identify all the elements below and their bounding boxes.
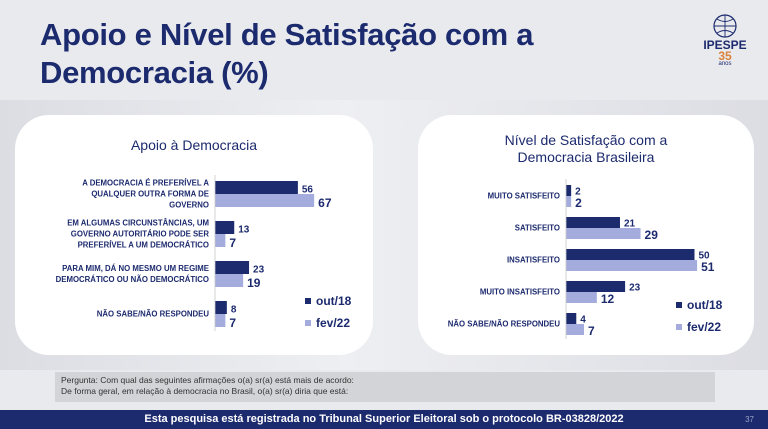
data-label: 2 <box>575 187 581 198</box>
category-label: EM ALGUMAS CIRCUNSTÂNCIAS, UM <box>67 219 209 228</box>
legend-swatch <box>305 320 311 326</box>
bar-series2 <box>566 324 584 335</box>
chart-title-satisfacao-line1: Nível de Satisfação com a <box>504 132 668 148</box>
chart-satisfacao-svg: MUITO SATISFEITO 22 SATISFEITO 21 29 INSATISF… <box>448 179 723 339</box>
footer-bar: Esta pesquisa está registrada no Tribuna… <box>0 410 768 429</box>
bar-series2 <box>566 196 572 207</box>
legend-label: out/18 <box>316 294 352 308</box>
chart-panel-apoio: Apoio à Democracia A DEMOCRACIA É PREFER… <box>15 115 373 355</box>
chart-apoio-svg: A DEMOCRACIA É PREFERÍVEL A QUALQUER OUTR… <box>56 175 352 331</box>
bar-series2 <box>215 194 315 207</box>
chart-title-satisfacao-line2: Democracia Brasileira <box>517 149 655 165</box>
question-note-line1: Pergunta: Com qual das seguintes afirmaç… <box>61 375 354 385</box>
data-label: 56 <box>302 185 314 196</box>
bar-series2 <box>215 234 226 247</box>
data-label: 21 <box>624 219 636 230</box>
page-title-line2: Democracia (%) <box>40 55 269 90</box>
ipespe-globe-icon <box>713 14 737 38</box>
category-label: QUALQUER OUTRA FORMA DE <box>91 190 209 199</box>
chart-title-apoio: Apoio à Democracia <box>130 137 258 153</box>
bar-series1 <box>566 217 620 228</box>
bar-series1 <box>566 185 572 196</box>
logo-subtext: anos <box>718 61 732 67</box>
category-label: NÃO SABE/NÃO RESPONDEU <box>448 320 561 329</box>
question-note: Pergunta: Com qual das seguintes afirmaç… <box>55 372 715 402</box>
data-label: 7 <box>588 324 595 338</box>
page-number: 37 <box>745 415 754 424</box>
bar-series1 <box>215 301 227 314</box>
category-label: MUITO SATISFEITO <box>488 192 560 201</box>
bar-series1 <box>566 313 577 324</box>
bar-series2 <box>215 314 226 327</box>
category-label: GOVERNO AUTORITÁRIO PODE SER <box>71 230 210 239</box>
question-note-line2: De forma geral, em relação à democracia … <box>61 386 349 396</box>
data-label: 51 <box>701 260 715 274</box>
legend-swatch <box>676 324 682 330</box>
data-label: 13 <box>238 225 250 236</box>
bar-series1 <box>215 221 235 234</box>
bar-series2 <box>566 292 597 303</box>
data-label: 8 <box>231 305 237 316</box>
data-label: 2 <box>575 196 582 210</box>
category-label: GOVERNO <box>169 201 209 210</box>
page-title-line1: Apoio e Nível de Satisfação com a <box>40 17 534 52</box>
category-label: MUITO INSATISFEITO <box>480 288 560 297</box>
bar-series2 <box>566 260 698 271</box>
category-label: DEMOCRÁTICO OU NÃO DEMOCRÁTICO <box>56 275 209 284</box>
chart-panel-satisfacao: Nível de Satisfação com a Democracia Bra… <box>418 115 754 355</box>
category-label: NÃO SABE/NÃO RESPONDEU <box>97 310 210 319</box>
category-label: SATISFEITO <box>515 224 560 233</box>
data-label: 19 <box>247 276 261 290</box>
category-label: PARA MIM, DÁ NO MESMO UM REGIME <box>62 264 209 273</box>
chart-title-satisfacao: Nível de Satisfação com a Democracia Bra… <box>418 132 754 166</box>
legend-label: fev/22 <box>316 316 350 330</box>
bar-series1 <box>215 261 250 274</box>
bar-series1 <box>566 249 695 260</box>
data-label: 23 <box>629 283 641 294</box>
data-label: 67 <box>318 196 332 210</box>
legend-swatch <box>305 298 311 304</box>
legend-label: fev/22 <box>687 320 721 334</box>
data-label: 7 <box>229 236 236 250</box>
bar-series1 <box>566 281 626 292</box>
data-label: 4 <box>580 315 586 326</box>
category-label: A DEMOCRACIA É PREFERÍVEL A <box>82 179 209 188</box>
legend-swatch <box>676 302 682 308</box>
logo-number: 35 <box>718 49 732 63</box>
footer-text: Esta pesquisa está registrada no Tribuna… <box>144 413 624 425</box>
bar-series1 <box>215 181 298 194</box>
category-label: PREFERÍVEL A UM DEMOCRÁTICO <box>78 241 209 250</box>
data-label: 12 <box>601 292 615 306</box>
legend-label: out/18 <box>687 298 723 312</box>
category-label: INSATISFEITO <box>507 256 560 265</box>
bar-series2 <box>215 274 244 287</box>
data-label: 50 <box>699 251 711 262</box>
page-title: Apoio e Nível de Satisfação com a Democr… <box>40 16 533 92</box>
bar-series2 <box>566 228 641 239</box>
data-label: 23 <box>253 265 265 276</box>
data-label: 7 <box>229 316 236 330</box>
logo-text: IPESPE <box>703 38 747 52</box>
data-label: 29 <box>645 228 659 242</box>
